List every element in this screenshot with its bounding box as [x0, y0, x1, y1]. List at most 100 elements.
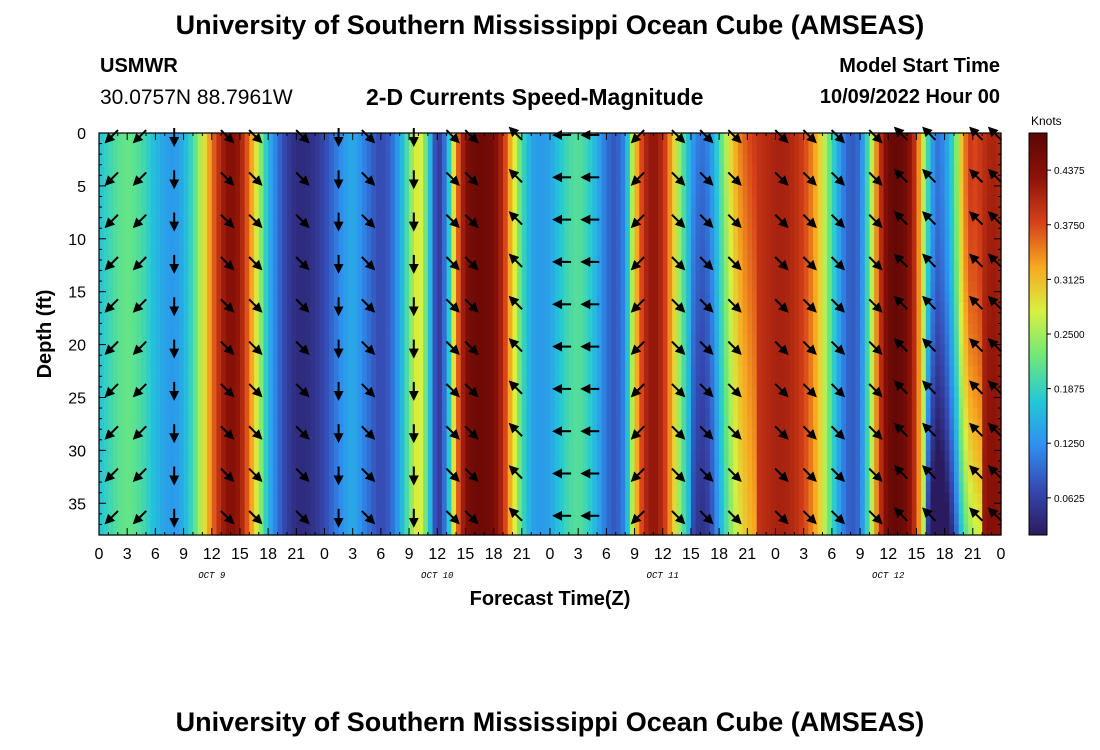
heatmap-cell: [672, 196, 678, 208]
heatmap-cell: [160, 397, 166, 409]
heatmap-cell: [286, 207, 293, 219]
heatmap-cell: [174, 334, 180, 346]
heatmap-cell: [470, 323, 476, 335]
heatmap-cell: [319, 503, 326, 515]
heatmap-cell: [690, 429, 697, 441]
heatmap-cell: [169, 492, 175, 504]
heatmap-cell: [277, 238, 283, 250]
heatmap-cell: [404, 207, 410, 219]
heatmap-cell: [366, 228, 373, 240]
heatmap-cell: [230, 471, 236, 483]
heatmap-cell: [559, 281, 565, 293]
heatmap-cell: [301, 418, 307, 430]
heatmap-cell: [249, 207, 255, 219]
heatmap-cell: [202, 386, 208, 399]
heatmap-cell: [178, 439, 185, 451]
heatmap-cell: [272, 281, 279, 293]
heatmap-cell: [606, 471, 612, 483]
heatmap-cell: [376, 482, 382, 494]
heatmap-cell: [465, 408, 471, 420]
heatmap-cell: [394, 143, 401, 155]
heatmap-cell: [117, 270, 124, 282]
heatmap-cell: [357, 344, 363, 356]
heatmap-cell: [441, 344, 448, 356]
heatmap-cell: [535, 471, 542, 483]
heatmap-cell: [380, 175, 387, 187]
heatmap-cell: [681, 154, 687, 166]
heatmap-cell: [141, 408, 147, 420]
heatmap-cell: [286, 133, 293, 145]
heatmap-cell: [239, 513, 246, 526]
heatmap-cell: [169, 365, 175, 377]
heatmap-cell: [423, 460, 429, 473]
heatmap-cell: [540, 281, 546, 293]
heatmap-cell: [423, 334, 429, 346]
heatmap-cell: [183, 439, 189, 451]
heatmap-cell: [423, 503, 429, 515]
heatmap-cell: [174, 270, 180, 282]
heatmap-cell: [423, 249, 429, 261]
heatmap-cell: [291, 450, 297, 462]
heatmap-cell: [456, 196, 462, 208]
heatmap-cell: [164, 291, 171, 303]
heatmap-cell: [592, 207, 598, 219]
heatmap-cell: [286, 323, 293, 335]
heatmap-cell: [413, 249, 420, 261]
heatmap-cell: [592, 312, 598, 325]
heatmap-cell: [150, 334, 156, 346]
heatmap-cell: [441, 143, 448, 155]
heatmap-cell: [244, 524, 250, 536]
heatmap-cell: [451, 291, 457, 303]
heatmap-cell: [277, 133, 283, 145]
heatmap-cell: [230, 249, 236, 261]
heatmap-cell: [568, 302, 575, 314]
heatmap-cell: [573, 408, 579, 420]
heatmap-cell: [385, 291, 391, 303]
heatmap-cell: [117, 492, 124, 504]
heatmap-cell: [643, 344, 650, 356]
heatmap-cell: [559, 143, 565, 155]
heatmap-cell: [456, 355, 462, 367]
heatmap-cell: [225, 334, 232, 346]
heatmap-cell: [488, 164, 495, 176]
heatmap-cell: [150, 154, 156, 166]
heatmap-cell: [324, 302, 330, 314]
heatmap-cell: [394, 365, 401, 377]
heatmap-cell: [545, 524, 551, 536]
heatmap-cell: [418, 492, 424, 504]
heatmap-cell: [404, 259, 410, 272]
heatmap-cell: [648, 133, 654, 145]
heatmap-cell: [362, 228, 368, 240]
heatmap-cell: [385, 365, 391, 377]
heatmap-cell: [578, 259, 584, 272]
heatmap-cell: [695, 365, 701, 377]
heatmap-cell: [230, 302, 236, 314]
heatmap-cell: [573, 228, 579, 240]
heatmap-cell: [296, 524, 302, 536]
heatmap-cell: [686, 196, 692, 208]
heatmap-cell: [639, 492, 645, 504]
heatmap-cell: [178, 154, 185, 166]
heatmap-cell: [249, 270, 255, 282]
heatmap-cell: [249, 291, 255, 303]
heatmap-cell: [310, 513, 316, 526]
heatmap-cell: [216, 323, 222, 335]
heatmap-cell: [174, 143, 180, 155]
heatmap-cell: [216, 386, 222, 399]
heatmap-cell: [394, 196, 401, 208]
heatmap-cell: [662, 386, 669, 399]
heatmap-cell: [512, 355, 518, 367]
heatmap-cell: [371, 365, 377, 377]
heatmap-cell: [117, 228, 124, 240]
heatmap-cell: [503, 471, 509, 483]
heatmap-cell: [310, 471, 316, 483]
heatmap-cell: [291, 154, 297, 166]
heatmap-cell: [244, 334, 250, 346]
heatmap-cell: [404, 196, 410, 208]
heatmap-cell: [582, 281, 589, 293]
heatmap-cell: [648, 154, 654, 166]
heatmap-cell: [470, 207, 476, 219]
heatmap-cell: [662, 439, 669, 451]
heatmap-cell: [498, 503, 504, 515]
heatmap-cell: [427, 154, 434, 166]
